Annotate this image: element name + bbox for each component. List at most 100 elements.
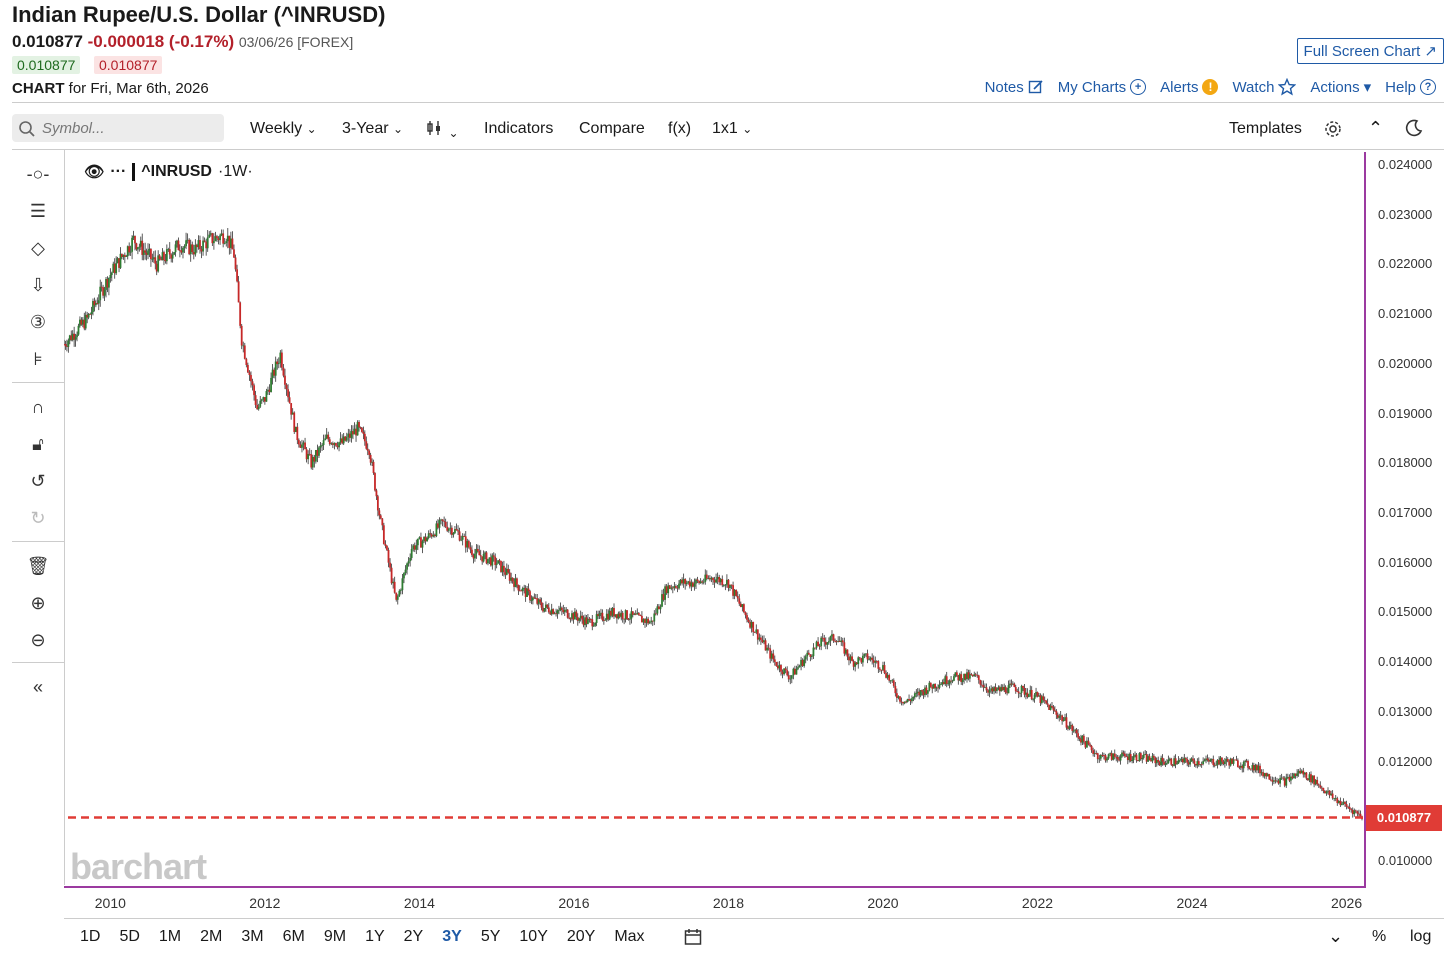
percent-toggle[interactable]: % [1372, 928, 1387, 945]
candle-body [375, 490, 378, 497]
alerts-link[interactable]: Alerts ! [1160, 79, 1219, 96]
period-select[interactable]: 3-Year ⌄ [342, 120, 403, 138]
range-button-max[interactable]: Max [614, 928, 645, 945]
candle-body [135, 243, 138, 250]
my-charts-link[interactable]: My Charts + [1058, 79, 1147, 96]
candle-body [834, 640, 836, 642]
range-button-5y[interactable]: 5Y [480, 928, 501, 945]
range-button-6m[interactable]: 6M [282, 928, 305, 945]
undo-icon[interactable]: ↺ [30, 470, 46, 491]
range-button-1m[interactable]: 1M [158, 928, 182, 945]
candle-body [1048, 704, 1050, 710]
candle-body [481, 556, 484, 562]
candle-body [1302, 770, 1305, 775]
shape-tool-icon[interactable]: ◇ [31, 237, 45, 258]
eye-icon[interactable]: 👁︎ [84, 164, 105, 181]
candle-body [242, 345, 245, 347]
chart-plot-area[interactable] [63, 150, 1366, 886]
full-screen-chart-button[interactable]: Full Screen Chart ↗ [1296, 38, 1444, 64]
indicators-button[interactable]: Indicators [484, 120, 554, 137]
measure-tool-icon[interactable]: ⊧ [33, 348, 43, 369]
candle-body [1174, 758, 1177, 765]
candle-body [710, 577, 713, 580]
line-tool-icon[interactable]: -○- [26, 163, 50, 184]
range-button-3y[interactable]: 3Y [442, 928, 462, 945]
collapse-up-icon[interactable]: ⌃ [1368, 118, 1384, 138]
candle-body [378, 510, 381, 516]
candle-body [584, 617, 586, 626]
candle-body [681, 579, 683, 584]
range-button-2m[interactable]: 2M [200, 928, 223, 945]
candle-body [993, 687, 995, 692]
range-button-1d[interactable]: 1D [80, 928, 101, 945]
range-button-20y[interactable]: 20Y [566, 928, 596, 945]
log-toggle[interactable]: log [1410, 928, 1432, 945]
candle-body [294, 426, 297, 432]
legend-dots[interactable]: ··· [110, 163, 127, 180]
candle-body [1061, 715, 1064, 722]
interval-select[interactable]: Weekly ⌄ [250, 120, 317, 138]
candle-body [651, 620, 654, 622]
range-button-2y[interactable]: 2Y [403, 928, 424, 945]
zoom-in-icon[interactable]: ⊕ [30, 592, 46, 613]
y-tick-label: 0.019000 [1378, 405, 1433, 421]
candle-body [875, 661, 878, 662]
candle-body [730, 584, 733, 586]
candle-body [926, 690, 929, 694]
candle-body [790, 675, 793, 679]
candle-body [684, 579, 687, 585]
annotation-number-icon[interactable]: ③ [29, 311, 47, 332]
candle-body [1147, 756, 1149, 762]
candle-body [600, 612, 602, 614]
chart-type-select[interactable]: ⌄ [426, 119, 459, 142]
function-button[interactable]: f(x) [668, 120, 692, 137]
compare-button[interactable]: Compare [579, 120, 645, 137]
trash-icon[interactable]: 🗑︎ [26, 555, 50, 576]
calendar-icon[interactable] [684, 928, 702, 951]
last-price: 0.010877 [12, 32, 83, 51]
fib-tool-icon[interactable]: ☰ [29, 200, 47, 221]
candle-body [1294, 773, 1297, 776]
layout-select[interactable]: 1x1 ⌄ [712, 120, 752, 138]
barchart-watermark: barchart [70, 846, 207, 887]
range-button-10y[interactable]: 10Y [519, 928, 548, 945]
candle-body [191, 244, 194, 253]
candle-body [1009, 683, 1011, 686]
dark-mode-moon-icon[interactable] [1404, 118, 1424, 143]
candle-body [171, 254, 174, 259]
magnet-icon[interactable]: ∩ [31, 396, 45, 417]
templates-button[interactable]: Templates [1229, 120, 1302, 137]
candle-body [950, 680, 952, 682]
arrow-down-tool-icon[interactable]: ⇩ [30, 274, 46, 295]
lock-icon[interactable]: 🔓︎ [32, 433, 44, 454]
range-button-3m[interactable]: 3M [241, 928, 264, 945]
candle-body [246, 364, 249, 373]
symbol-search-input[interactable]: Symbol... [12, 114, 224, 142]
watch-link[interactable]: Watch [1232, 78, 1297, 96]
help-label: Help [1385, 78, 1416, 96]
range-button-9m[interactable]: 9M [323, 928, 347, 945]
candle-body [733, 589, 736, 596]
candle-body [438, 520, 441, 528]
candle-body [333, 443, 336, 445]
candle-body [1238, 767, 1241, 768]
candle-body [194, 244, 197, 255]
candle-body [273, 369, 276, 376]
zoom-out-icon[interactable]: ⊖ [30, 629, 46, 650]
help-link[interactable]: Help ? [1385, 79, 1436, 96]
actions-menu[interactable]: Actions ▾ [1310, 78, 1371, 97]
redo-icon[interactable]: ↻ [30, 507, 46, 528]
range-button-5d[interactable]: 5D [119, 928, 140, 945]
candle-body [886, 675, 889, 678]
collapse-sidebar-icon[interactable]: « [32, 676, 43, 697]
candle-body [1280, 777, 1283, 779]
range-button-1y[interactable]: 1Y [365, 928, 385, 945]
candle-body [90, 312, 93, 315]
candle-body [514, 578, 517, 587]
candle-body [144, 250, 147, 253]
expand-down-icon[interactable]: ⌄ [1328, 926, 1344, 946]
notes-link[interactable]: Notes [985, 79, 1044, 96]
candle-body [403, 573, 405, 579]
settings-gear-icon[interactable] [1323, 119, 1343, 144]
candle-body [1205, 758, 1207, 761]
